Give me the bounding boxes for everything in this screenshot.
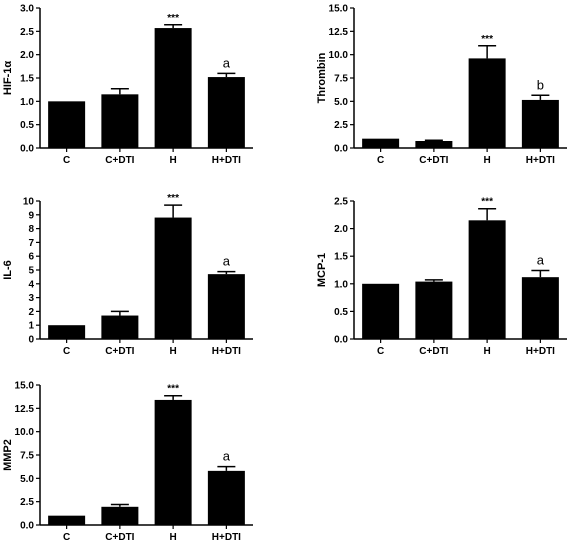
bar (521, 277, 559, 339)
x-tick-label: H+DTI (212, 346, 241, 357)
bar (101, 315, 139, 339)
y-axis-label: Thrombin (316, 52, 328, 103)
y-tick-label: 5.0 (334, 97, 348, 108)
y-tick-label: 7.5 (20, 451, 34, 462)
y-axis-label: HIF-1α (2, 61, 14, 96)
x-tick-label: C (377, 346, 384, 357)
y-tick-label: 6 (28, 252, 34, 263)
x-tick-label: C+DTI (419, 155, 448, 166)
x-tick-label: H+DTI (212, 155, 241, 166)
x-tick-label: H (484, 346, 491, 357)
bar (101, 94, 139, 148)
x-tick-label: C (63, 155, 70, 166)
y-tick-label: 1.5 (20, 74, 34, 85)
y-tick-label: 2.5 (20, 27, 34, 38)
x-tick-label: C (63, 346, 70, 357)
y-tick-label: 4 (28, 279, 34, 290)
y-axis-label: MCP-1 (316, 253, 328, 287)
y-tick-label: 10.0 (329, 50, 349, 61)
x-tick-label: H (170, 155, 177, 166)
y-tick-label: 3.0 (20, 4, 34, 15)
y-tick-label: 1.0 (334, 279, 348, 290)
bar (101, 506, 139, 525)
x-tick-label: C+DTI (105, 346, 134, 357)
chart-panel: 0.0 0.5 1.0 1.5 2.0 2.5 3.0 HIF-1α C C+DTI H *** H+D… (2, 4, 253, 166)
x-tick-label: H (170, 532, 177, 543)
chart-panel: 0.0 2.5 5.0 7.5 10.0 12.5 15.0 Thrombin C C+DTI H *… (316, 4, 567, 166)
y-tick-label: 5 (28, 266, 34, 277)
y-tick-label: 15.0 (329, 4, 349, 15)
x-tick-label: C+DTI (419, 346, 448, 357)
bar (207, 274, 245, 339)
significance-label: a (537, 253, 545, 268)
significance-label: *** (167, 13, 179, 24)
y-tick-label: 15.0 (15, 381, 35, 392)
y-tick-label: 12.5 (15, 404, 35, 415)
significance-label: *** (167, 384, 179, 395)
y-tick-label: 8 (28, 224, 34, 235)
y-tick-label: 0.5 (334, 307, 348, 318)
significance-label: a (223, 55, 231, 70)
significance-label: *** (481, 34, 493, 45)
y-axis-label: MMP2 (2, 439, 14, 471)
y-tick-label: 2 (28, 307, 34, 318)
y-tick-label: 0.0 (334, 144, 348, 155)
x-tick-label: H (484, 155, 491, 166)
y-tick-label: 10 (23, 197, 35, 208)
chart-panel: 0.0 0.5 1.0 1.5 2.0 2.5 MCP-1 C C+DTI H *** H+DTI a (316, 197, 567, 357)
x-tick-label: H+DTI (526, 155, 555, 166)
chart-panel: 0 1 2 3 4 5 6 7 8 9 10 IL-6 C C+DTI H *** H+DTI a (2, 193, 253, 357)
y-tick-label: 10.0 (15, 427, 35, 438)
y-axis-label: IL-6 (2, 260, 14, 280)
bar (48, 325, 86, 339)
bar (468, 220, 506, 339)
y-tick-label: 5.0 (20, 474, 34, 485)
x-tick-label: H+DTI (526, 346, 555, 357)
y-tick-label: 2.5 (20, 497, 34, 508)
x-tick-label: H+DTI (212, 532, 241, 543)
significance-label: a (223, 254, 231, 269)
y-tick-label: 1.0 (20, 97, 34, 108)
bar (154, 399, 192, 525)
bar (415, 141, 453, 148)
y-tick-label: 12.5 (329, 27, 349, 38)
y-tick-label: 2.5 (334, 120, 348, 131)
bar (362, 138, 400, 148)
chart-panel: 0.0 2.5 5.0 7.5 10.0 12.5 15.0 MMP2 C C+DTI H *** H+… (2, 381, 253, 543)
significance-label: *** (481, 197, 493, 208)
bar (362, 283, 400, 339)
x-tick-label: C+DTI (105, 532, 134, 543)
y-tick-label: 2.0 (334, 224, 348, 235)
significance-label: *** (167, 193, 179, 204)
bar (48, 101, 86, 148)
y-tick-label: 0.5 (20, 120, 34, 131)
y-tick-label: 7.5 (334, 74, 348, 85)
bar (415, 281, 453, 339)
y-tick-label: 9 (28, 210, 34, 221)
bar (154, 217, 192, 339)
y-tick-label: 7 (28, 238, 34, 249)
bar (468, 58, 506, 148)
y-tick-label: 1.5 (334, 252, 348, 263)
x-tick-label: C (377, 155, 384, 166)
bar (154, 28, 192, 148)
y-tick-label: 3 (28, 293, 34, 304)
y-tick-label: 0.0 (334, 335, 348, 346)
bar (48, 515, 86, 525)
x-tick-label: H (170, 346, 177, 357)
bar (207, 470, 245, 525)
x-tick-label: C (63, 532, 70, 543)
y-tick-label: 0.0 (20, 521, 34, 532)
x-tick-label: C+DTI (105, 155, 134, 166)
bar (521, 99, 559, 148)
significance-label: b (537, 77, 544, 92)
y-tick-label: 0.0 (20, 144, 34, 155)
significance-label: a (223, 449, 231, 464)
bar (207, 77, 245, 148)
y-tick-label: 2.5 (334, 197, 348, 208)
y-tick-label: 2.0 (20, 50, 34, 61)
y-tick-label: 0 (28, 335, 34, 346)
y-tick-label: 1 (28, 321, 34, 332)
